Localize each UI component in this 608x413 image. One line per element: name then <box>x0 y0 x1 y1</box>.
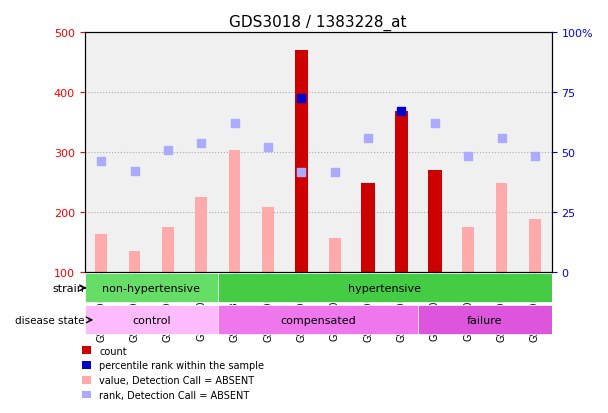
Bar <box>95 235 107 272</box>
Bar <box>395 112 408 272</box>
Bar <box>129 251 140 272</box>
Bar <box>295 50 308 272</box>
Text: non-hypertensive: non-hypertensive <box>102 283 200 293</box>
FancyBboxPatch shape <box>85 306 218 335</box>
Bar <box>529 219 541 272</box>
Text: strain: strain <box>53 283 85 293</box>
FancyBboxPatch shape <box>218 274 551 303</box>
Bar <box>496 183 508 272</box>
Bar <box>295 269 307 272</box>
Bar <box>329 238 340 272</box>
Text: compensated: compensated <box>280 315 356 325</box>
FancyBboxPatch shape <box>218 306 418 335</box>
Bar <box>262 207 274 272</box>
Bar <box>463 227 474 272</box>
Legend: count, percentile rank within the sample, value, Detection Call = ABSENT, rank, : count, percentile rank within the sample… <box>78 342 268 404</box>
Text: hypertensive: hypertensive <box>348 283 421 293</box>
Bar <box>361 183 375 272</box>
Bar <box>428 170 441 272</box>
FancyBboxPatch shape <box>85 274 218 303</box>
Text: disease state: disease state <box>15 315 85 325</box>
Text: control: control <box>132 315 171 325</box>
Bar <box>195 197 207 272</box>
Bar <box>229 151 241 272</box>
Bar <box>162 227 174 272</box>
Text: failure: failure <box>467 315 503 325</box>
FancyBboxPatch shape <box>418 306 551 335</box>
Title: GDS3018 / 1383228_at: GDS3018 / 1383228_at <box>229 15 407 31</box>
